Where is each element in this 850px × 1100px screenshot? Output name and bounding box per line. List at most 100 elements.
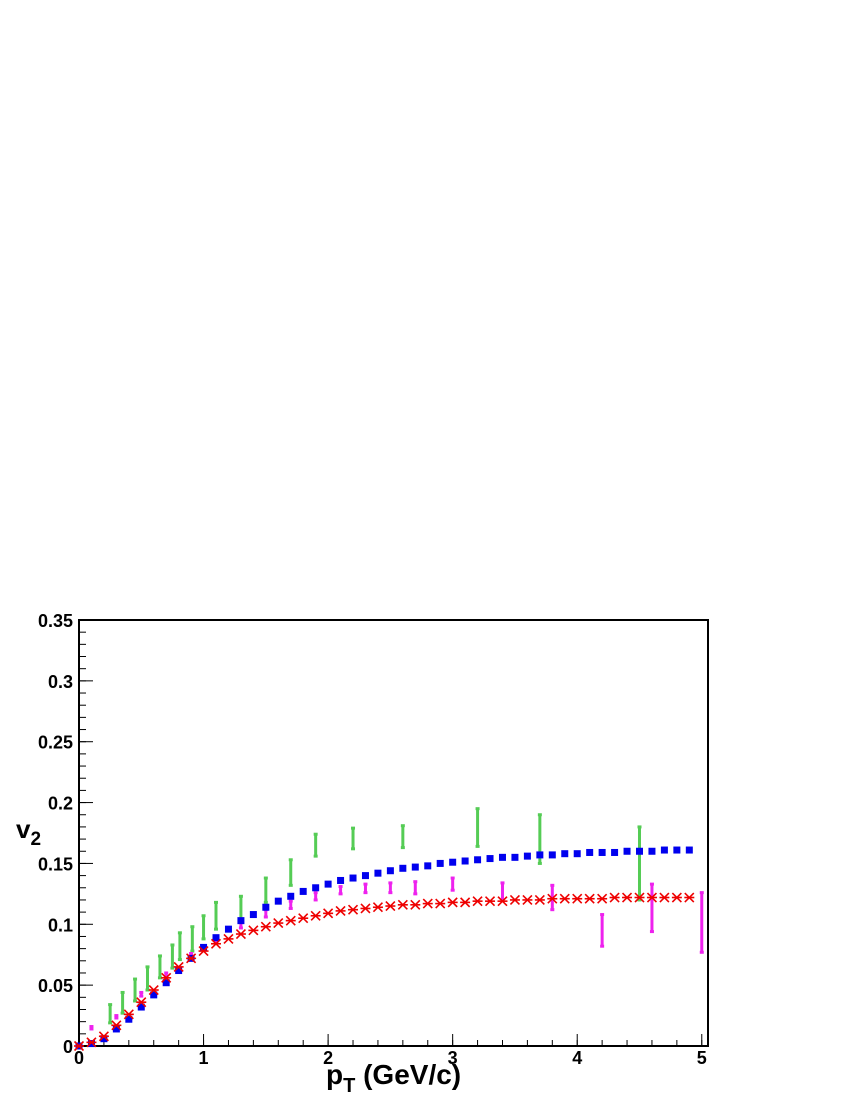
- star-point: [559, 893, 570, 904]
- square-point: [548, 851, 556, 859]
- error-bar-point: [214, 900, 219, 931]
- square-point: [523, 852, 531, 860]
- square-point: [312, 884, 320, 892]
- star-point: [509, 894, 521, 906]
- star-point: [360, 903, 371, 914]
- star-point: [98, 1031, 109, 1042]
- star-point: [186, 953, 197, 964]
- error-bar-point: [338, 885, 343, 896]
- square-point: [449, 858, 457, 866]
- error-bar-point: [500, 881, 505, 902]
- error-bar-point: [699, 891, 704, 954]
- star-point: [86, 1037, 97, 1048]
- error-bar-point: [550, 883, 555, 912]
- y-tick-label: 0.35: [38, 611, 73, 631]
- star-point: [410, 899, 421, 910]
- x-tick-label: 2: [323, 1048, 333, 1068]
- square-point: [586, 848, 594, 856]
- star-point: [335, 905, 346, 916]
- star-point: [447, 897, 458, 908]
- star-point: [522, 894, 533, 906]
- square-point: [611, 848, 619, 856]
- star-point: [484, 896, 496, 907]
- error-bar-point: [170, 943, 175, 970]
- square-point: [361, 872, 369, 880]
- y-tick-label: 0.25: [38, 733, 73, 753]
- star-point: [198, 945, 209, 957]
- square-point: [349, 874, 357, 882]
- x-tick-label: 5: [697, 1048, 707, 1068]
- star-point: [671, 892, 682, 903]
- error-bar-point: [263, 876, 268, 904]
- error-bar-point: [450, 876, 455, 892]
- star-point: [584, 893, 595, 904]
- square-point: [623, 847, 631, 855]
- square-point: [224, 925, 232, 933]
- star-point: [310, 910, 321, 921]
- square-point: [511, 853, 519, 861]
- error-bar-point: [139, 990, 144, 998]
- x-tick-label: 0: [74, 1048, 84, 1068]
- square-point: [137, 1003, 145, 1011]
- square-point: [150, 991, 158, 999]
- square-point: [660, 846, 668, 854]
- square-point: [374, 869, 382, 877]
- error-bar-point: [313, 891, 318, 902]
- square-point: [399, 864, 407, 872]
- star-point: [73, 1040, 85, 1052]
- error-bar-point: [108, 1003, 113, 1025]
- square-point: [299, 887, 307, 895]
- star-point: [285, 915, 296, 926]
- square-point: [262, 903, 270, 911]
- x-axis-title-unit: (GeV/c): [355, 1059, 461, 1090]
- error-bar-point: [190, 925, 195, 953]
- y-tick-label: 0.05: [38, 976, 73, 996]
- square-point: [498, 853, 506, 861]
- star-point: [323, 908, 334, 919]
- star-point: [148, 984, 159, 996]
- error-bar-point: [89, 1025, 94, 1031]
- square-point: [200, 943, 208, 951]
- x-axis-title: pT (GeV/c): [326, 1059, 461, 1097]
- square-point: [337, 876, 345, 884]
- star-point: [497, 896, 508, 907]
- star-point: [136, 997, 147, 1008]
- square-point: [274, 897, 282, 905]
- error-bar-point: [475, 807, 480, 848]
- square-point: [100, 1035, 108, 1043]
- square-point: [287, 892, 295, 900]
- star-point: [173, 961, 184, 972]
- star-point: [621, 892, 633, 903]
- square-point: [536, 851, 544, 859]
- star-point: [235, 928, 246, 940]
- error-bar-point: [145, 965, 150, 992]
- y-tick-label: 0.1: [48, 915, 73, 935]
- square-point: [648, 847, 656, 855]
- error-bar-point: [363, 882, 368, 895]
- star-point: [634, 892, 645, 903]
- y-tick-label: 0.2: [48, 794, 73, 814]
- star-point: [223, 933, 234, 944]
- data-marks: [73, 807, 704, 1052]
- error-bar-point: [263, 908, 268, 919]
- square-point: [237, 917, 245, 925]
- y-axis-title: v2: [16, 814, 41, 850]
- star-point: [123, 1009, 134, 1020]
- star-point: [397, 899, 408, 910]
- error-bar-point: [400, 824, 405, 850]
- square-point: [474, 856, 482, 864]
- error-bar-point: [201, 914, 206, 941]
- square-point: [212, 934, 220, 942]
- square-point: [573, 850, 581, 858]
- star-point: [385, 900, 396, 912]
- star-point: [609, 892, 620, 903]
- star-point: [422, 898, 433, 909]
- error-bar-point: [600, 913, 605, 948]
- star-point: [572, 893, 583, 904]
- y-tick-label: 0.15: [38, 854, 73, 874]
- error-bar-point: [177, 931, 182, 962]
- star-point: [161, 972, 172, 983]
- star-point: [210, 938, 222, 949]
- square-point: [598, 848, 606, 856]
